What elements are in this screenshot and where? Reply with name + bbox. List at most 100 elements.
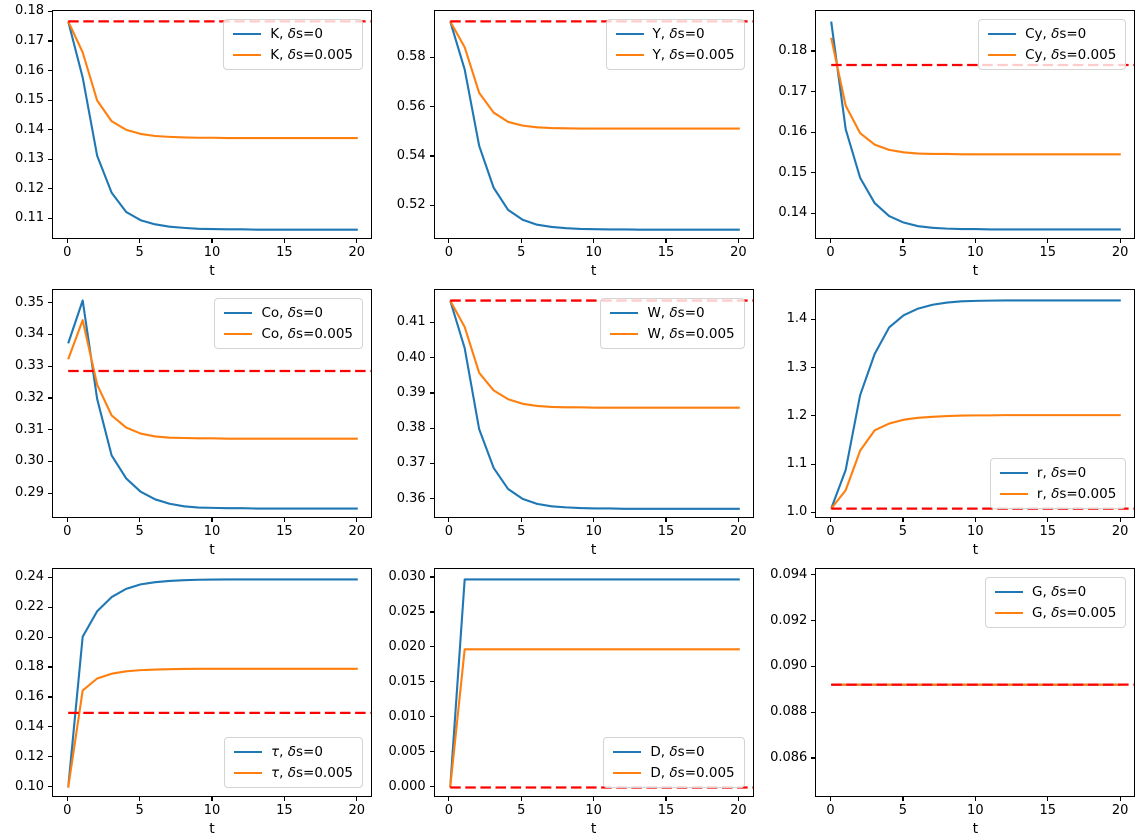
y-tick <box>811 172 816 174</box>
y-tick-label: 0.36 <box>396 490 426 506</box>
y-tick <box>429 576 434 578</box>
x-tick-label: 0 <box>444 245 453 260</box>
x-tick-label: 20 <box>348 245 366 260</box>
subplot-W: W, δs=0 W, δs=0.005 0 5 10 15 20 0.36 0.37 0.38 0.… <box>382 279 764 558</box>
x-tick-label: 10 <box>203 245 221 260</box>
y-tick <box>811 212 816 214</box>
y-tick-label: 0.10 <box>15 778 44 794</box>
series-line-blue-tau <box>67 578 358 788</box>
x-tick-label: 5 <box>898 803 908 818</box>
y-tick-label: 0.12 <box>15 180 44 196</box>
legend-line-sample <box>615 33 644 35</box>
x-tick-label: 0 <box>444 803 453 818</box>
x-tick-label: 20 <box>730 524 747 539</box>
chart-canvas-D <box>448 578 753 789</box>
legend-line-sample <box>999 472 1028 474</box>
x-tick <box>520 797 522 801</box>
x-tick <box>283 797 285 801</box>
legend-entry: r, δs=0 <box>999 465 1116 481</box>
y-tick <box>811 620 816 622</box>
chart-canvas-Y <box>448 20 753 231</box>
x-tick-label: 15 <box>276 803 293 818</box>
plot-area-D: D, δs=0 D, δs=0.005 <box>433 568 754 797</box>
x-tick-label: 15 <box>1039 524 1056 539</box>
legend-label: r, δs=0.005 <box>1036 486 1117 502</box>
y-tick-label: 0.52 <box>396 197 426 213</box>
y-tick-label: 0.092 <box>770 612 808 628</box>
x-axis-label: t <box>209 263 215 279</box>
series-line-orange-W <box>448 300 740 409</box>
subplot-Co: Co, δs=0 Co, δs=0.005 0 5 10 15 20 0.29 0.30 0.31… <box>0 279 382 558</box>
x-tick <box>974 797 976 801</box>
legend-entry: K, δs=0 <box>233 26 353 42</box>
legend-entry: τ, δs=0.005 <box>234 765 353 781</box>
x-tick <box>1119 239 1121 243</box>
y-tick-label: 0.13 <box>15 151 44 167</box>
x-tick-label: 10 <box>203 524 221 539</box>
y-tick <box>48 397 52 399</box>
y-tick-label: 0.33 <box>15 358 44 374</box>
y-tick-label: 0.22 <box>15 599 44 615</box>
y-tick-label: 0.088 <box>770 704 808 720</box>
legend-label: D, δs=0.005 <box>650 765 735 781</box>
x-tick-label: 0 <box>63 803 72 818</box>
x-tick <box>448 239 450 243</box>
y-tick <box>48 129 52 131</box>
legend-line-sample <box>988 54 1017 56</box>
legend-entry: W, δs=0.005 <box>610 326 735 342</box>
legend-entry: Y, δs=0 <box>615 26 735 42</box>
y-tick-label: 1.0 <box>786 504 808 520</box>
legend-line-sample <box>613 772 642 774</box>
y-tick <box>429 681 434 683</box>
x-tick-label: 0 <box>826 803 835 818</box>
x-tick-label: 5 <box>135 803 144 818</box>
x-axis-label: t <box>209 821 215 837</box>
x-tick <box>283 518 285 522</box>
legend-entry: W, δs=0 <box>610 305 734 321</box>
x-tick <box>593 518 595 522</box>
series-line-orange-Co <box>67 319 358 440</box>
y-tick <box>429 155 434 157</box>
y-tick <box>429 106 434 108</box>
legend-entry: Co, δs=0.005 <box>224 326 353 342</box>
x-tick <box>211 239 213 243</box>
plot-area-Cy: Cy, δs=0 Cy, δs=0.005 <box>815 10 1136 239</box>
y-tick-label: 0.37 <box>396 455 426 471</box>
y-tick-label: 0.31 <box>15 421 44 437</box>
x-tick-label: 0 <box>63 524 72 539</box>
x-tick-label: 20 <box>730 245 747 260</box>
x-tick-label: 20 <box>1111 524 1129 539</box>
subplot-tau: τ, δs=0 τ, δs=0.005 0 5 10 15 20 0.10 0.12 0.14 0.… <box>0 558 382 837</box>
x-tick <box>593 797 595 801</box>
chart-canvas-tau <box>67 578 371 788</box>
series-line-blue-D <box>448 578 740 788</box>
y-tick-label: 0.005 <box>388 743 426 759</box>
x-tick <box>1047 518 1049 522</box>
subplot-D: D, δs=0 D, δs=0.005 0 5 10 15 20 0.000 0.005 0.01… <box>382 558 764 837</box>
y-tick <box>48 492 52 494</box>
series-line-blue-r <box>830 299 1122 509</box>
x-tick <box>448 797 450 801</box>
x-tick-label: 0 <box>63 245 72 260</box>
series-line-orange-Cy <box>830 37 1122 156</box>
subplot-Cy: Cy, δs=0 Cy, δs=0.005 0 5 10 15 20 0.14 0.15 0.16… <box>763 0 1145 279</box>
legend-label: τ, δs=0.005 <box>271 765 353 781</box>
legend-tau: τ, δs=0 τ, δs=0.005 <box>224 737 363 788</box>
x-axis-label: t <box>972 821 979 837</box>
x-tick-label: 0 <box>826 245 835 260</box>
y-tick-label: 0.14 <box>778 205 808 221</box>
x-tick-label: 15 <box>657 803 675 818</box>
x-axis-label: t <box>590 821 597 837</box>
x-tick <box>211 518 213 522</box>
y-tick <box>811 463 816 465</box>
x-tick-label: 0 <box>444 524 453 539</box>
legend-label: Cy, δs=0 <box>1025 26 1087 42</box>
y-tick-label: 0.030 <box>388 569 426 585</box>
y-tick-label: 0.18 <box>15 659 44 675</box>
x-tick <box>283 239 285 243</box>
x-tick <box>356 239 358 243</box>
y-tick-label: 0.16 <box>15 688 44 704</box>
series-line-blue-K <box>67 21 358 231</box>
y-tick-label: 0.39 <box>396 384 426 400</box>
legend-entry: Co, δs=0 <box>224 305 353 321</box>
